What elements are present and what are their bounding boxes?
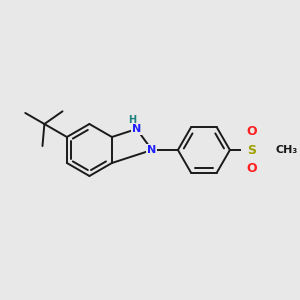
Text: H: H (128, 115, 136, 125)
Text: S: S (248, 143, 256, 157)
Text: O: O (247, 162, 257, 175)
Text: CH₃: CH₃ (276, 145, 298, 155)
Text: O: O (247, 125, 257, 138)
Text: N: N (132, 124, 141, 134)
Text: N: N (147, 145, 157, 155)
